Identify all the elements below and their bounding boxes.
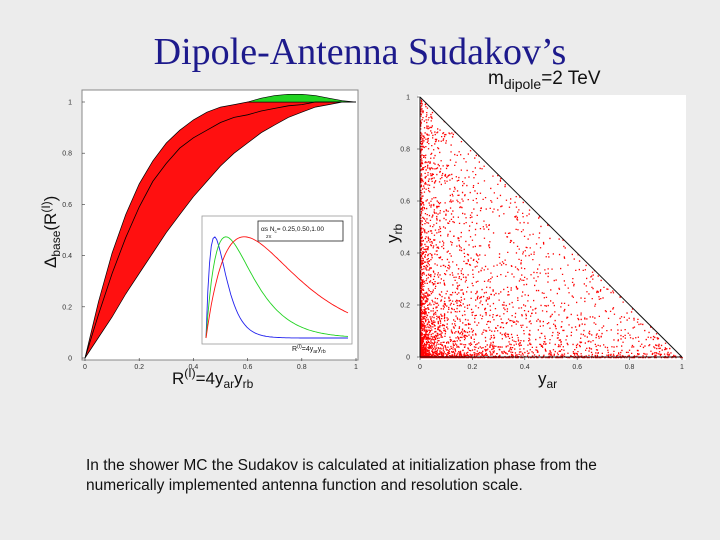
scatter-x-tick-label: 0.4 bbox=[520, 364, 530, 371]
sudakov-plot-area bbox=[84, 94, 357, 359]
dipole-mass-label: mdipole=2 TeV bbox=[488, 68, 601, 92]
inset-x-label: R(I)=4yaryrb bbox=[292, 344, 326, 355]
sudakov-x-tick-label: 0.4 bbox=[189, 364, 199, 371]
scatter-x-tick-label: 1 bbox=[680, 364, 684, 371]
sudakov-band bbox=[84, 101, 356, 359]
scatter-x-tick-label: 0.6 bbox=[572, 364, 582, 371]
sudakov-y-label: Δbase(R(I)) bbox=[39, 196, 63, 268]
sudakov-x-ticks: 0 0.2 0.4 0.6 0.8 1 bbox=[83, 358, 358, 371]
scatter-y-tick-label: 0.8 bbox=[400, 147, 410, 154]
slide-title: Dipole-Antenna Sudakov’s bbox=[153, 31, 567, 73]
scatter-y-label: yrb bbox=[383, 224, 405, 243]
scatter-chart: 0 0.2 0.4 0.6 0.8 1 0 0.2 0.4 0.6 0.8 1 yrb yar bbox=[383, 95, 686, 391]
sudakov-x-tick-label: 0.6 bbox=[243, 364, 253, 371]
sudakov-x-tick-label: 1 bbox=[354, 364, 358, 371]
scatter-x-tick-label: 0 bbox=[418, 364, 422, 371]
scatter-x-label: yar bbox=[538, 369, 557, 391]
sudakov-y-tick-label: 0.4 bbox=[62, 253, 72, 260]
inset-legend-sub: 2π bbox=[266, 234, 272, 239]
inset-curve-red bbox=[205, 236, 349, 339]
scatter-y-tick-label: 0.2 bbox=[400, 303, 410, 310]
sudakov-y-tick-label: 0.2 bbox=[62, 304, 72, 311]
sudakov-chart: 0 0.2 0.4 0.6 0.8 1 0 0.2 0.4 0.6 0.8 1 αs Nc= 0.2… bbox=[39, 89, 359, 391]
scatter-y-tick-label: 0 bbox=[406, 355, 410, 362]
sudakov-x-tick-label: 0.8 bbox=[297, 364, 307, 371]
inset-curve-blue bbox=[205, 236, 348, 339]
sudakov-x-label: R(I)=4yaryrb bbox=[172, 366, 254, 391]
mdipole-value: =2 TeV bbox=[541, 68, 601, 89]
sudakov-y-tick-label: 0 bbox=[68, 356, 72, 363]
inset-curve-green bbox=[205, 236, 349, 339]
scatter-y-ticks: 0 0.2 0.4 0.6 0.8 1 bbox=[400, 95, 420, 362]
inset-legend-box bbox=[257, 220, 344, 242]
mdipole-m: m bbox=[488, 68, 504, 89]
sudakov-y-ticks: 0 0.2 0.4 0.6 0.8 1 bbox=[62, 100, 85, 363]
inset-legend: αs Nc= 0.25,0.50,1.00 bbox=[261, 226, 324, 234]
sudakov-green-excess bbox=[247, 94, 357, 103]
sudakov-y-tick-label: 0.8 bbox=[62, 151, 72, 158]
scatter-x-ticks: 0 0.2 0.4 0.6 0.8 1 bbox=[418, 357, 684, 371]
scatter-diagonal-boundary bbox=[419, 96, 683, 358]
inset-plot-area bbox=[205, 236, 349, 339]
scatter-y-tick-label: 0.6 bbox=[400, 199, 410, 206]
sudakov-x-tick-label: 0 bbox=[83, 364, 87, 371]
scatter-x-tick-label: 0.8 bbox=[625, 364, 635, 371]
sudakov-central-line bbox=[84, 101, 356, 359]
sudakov-x-tick-label: 0.2 bbox=[134, 364, 144, 371]
sudakov-y-tick-label: 0.6 bbox=[62, 202, 72, 209]
sudakov-y-tick-label: 1 bbox=[68, 100, 72, 107]
caption-text: In the shower MC the Sudakov is calculat… bbox=[86, 457, 597, 494]
scatter-x-tick-label: 0.2 bbox=[468, 364, 478, 371]
inset-chart: αs Nc= 0.25,0.50,1.00 2π R(I)=4yaryrb bbox=[201, 215, 353, 355]
scatter-y-tick-label: 1 bbox=[406, 95, 410, 102]
scatter-y-tick-label: 0.4 bbox=[400, 251, 410, 258]
scatter-plot-area bbox=[419, 96, 683, 359]
mdipole-sub: dipole bbox=[503, 75, 542, 92]
